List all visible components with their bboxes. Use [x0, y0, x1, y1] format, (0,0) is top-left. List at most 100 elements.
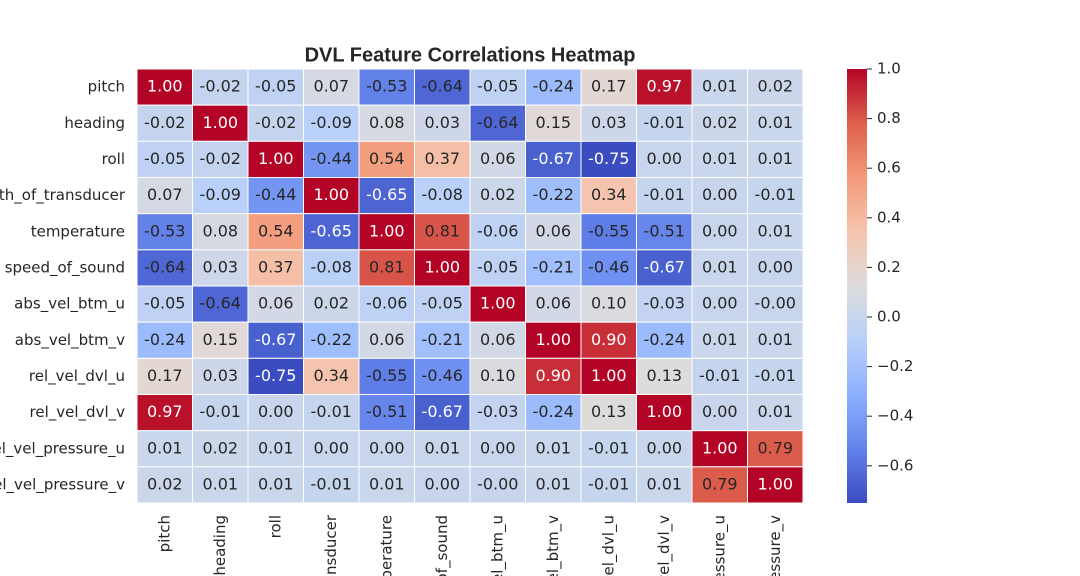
cell-label: 0.00	[702, 294, 738, 313]
heatmap-cell	[414, 68, 471, 106]
cell-label: 0.07	[313, 77, 349, 96]
cell-label: -0.05	[144, 294, 185, 313]
heatmap-cell	[580, 430, 637, 468]
cell-label: -0.21	[422, 330, 463, 349]
cell-label: -0.64	[144, 257, 185, 276]
cell-label: -0.05	[477, 77, 518, 96]
heatmap-cell	[414, 249, 471, 287]
heatmap-cell	[192, 466, 249, 504]
heatmap-cell	[469, 430, 526, 468]
cell-label: 0.00	[757, 257, 793, 276]
cell-label: 0.97	[147, 402, 183, 421]
heatmap-cell	[691, 466, 748, 504]
cell-label: 1.00	[591, 366, 627, 385]
cell-label: -0.00	[477, 474, 518, 493]
cell-label: 0.06	[535, 294, 571, 313]
heatmap-cell	[192, 394, 249, 432]
cell-label: 0.03	[202, 366, 238, 385]
colorbar-tick-label: −0.6	[877, 456, 913, 474]
heatmap-cell	[469, 177, 526, 215]
heatmap-cell	[747, 394, 804, 432]
cell-label: 0.10	[480, 366, 516, 385]
cell-label: 0.02	[480, 185, 516, 204]
cell-label: 0.17	[591, 77, 627, 96]
heatmap-cell	[691, 104, 748, 142]
cell-label: 1.00	[702, 438, 738, 457]
cell-label: 0.02	[313, 294, 349, 313]
cell-label: -0.64	[200, 294, 241, 313]
cell-label: 0.03	[424, 113, 460, 132]
cell-label: 1.00	[258, 149, 294, 168]
colorbar-tick-label: 1.0	[877, 60, 901, 78]
x-tick-label: rel_vel_dvl_u	[599, 515, 618, 576]
x-tick-label: pitch	[155, 515, 173, 552]
heatmap-cell	[414, 213, 471, 251]
x-tick-label: speed_of_sound	[433, 515, 452, 576]
cell-label: 0.00	[702, 185, 738, 204]
cell-label: 0.01	[702, 330, 738, 349]
heatmap-cell	[358, 321, 415, 359]
heatmap-cell	[747, 249, 804, 287]
heatmap-cell	[691, 430, 748, 468]
cell-label: 0.02	[702, 113, 738, 132]
heatmap-cell	[469, 213, 526, 251]
heatmap-cell	[358, 104, 415, 142]
heatmap-cell	[469, 321, 526, 359]
heatmap-cell	[747, 430, 804, 468]
cell-label: -0.67	[533, 149, 574, 168]
heatmap-cell	[747, 321, 804, 359]
colorbar	[847, 69, 867, 503]
cell-label: 0.08	[202, 221, 238, 240]
heatmap-cell	[636, 68, 693, 106]
cell-label: -0.44	[311, 149, 352, 168]
cell-label: 0.06	[369, 330, 405, 349]
cell-label: 0.81	[424, 221, 460, 240]
y-tick-label: depth_of_transducer	[0, 186, 126, 205]
heatmap-cell	[303, 321, 360, 359]
x-tick-label: rel_vel_pressure_v	[766, 515, 785, 576]
heatmap-cell	[136, 249, 193, 287]
cell-label: -0.46	[588, 257, 629, 276]
heatmap-cell	[247, 140, 304, 178]
y-tick-label: roll	[102, 150, 125, 168]
heatmap-cell	[414, 285, 471, 323]
cell-label: -0.64	[477, 113, 518, 132]
cell-label: -0.24	[644, 330, 685, 349]
cell-label: -0.02	[200, 77, 241, 96]
cell-label: 0.01	[535, 474, 571, 493]
cell-label: -0.67	[255, 330, 296, 349]
heatmap-cell	[247, 321, 304, 359]
cell-label: 0.34	[591, 185, 627, 204]
cell-label: -0.55	[366, 366, 407, 385]
cell-label: 0.00	[424, 474, 460, 493]
cell-label: 0.03	[591, 113, 627, 132]
heatmap-cell	[580, 249, 637, 287]
heatmap-cell	[414, 104, 471, 142]
cell-label: 1.00	[147, 77, 183, 96]
y-tick-label: rel_vel_dvl_v	[30, 403, 126, 422]
cell-label: -0.01	[311, 474, 352, 493]
cell-label: -0.21	[533, 257, 574, 276]
cell-label: -0.64	[422, 77, 463, 96]
cell-label: -0.67	[422, 402, 463, 421]
cell-label: 0.08	[369, 113, 405, 132]
cell-label: 0.17	[147, 366, 183, 385]
heatmap-cell	[358, 394, 415, 432]
cell-label: -0.06	[477, 221, 518, 240]
cell-label: -0.02	[255, 113, 296, 132]
cell-label: -0.65	[366, 185, 407, 204]
cell-label: -0.09	[311, 113, 352, 132]
y-tick-label: pitch	[88, 78, 125, 96]
y-tick-label: rel_vel_pressure_u	[0, 439, 125, 458]
cell-label: 0.00	[258, 402, 294, 421]
cell-label: 0.37	[258, 257, 294, 276]
heatmap-cell	[192, 104, 249, 142]
cell-label: -0.24	[533, 77, 574, 96]
heatmap-cell	[247, 357, 304, 396]
cell-label: 0.79	[702, 474, 738, 493]
heatmap-cell	[691, 213, 748, 251]
x-tick-label: temperature	[377, 515, 395, 576]
heatmap-cell	[303, 140, 360, 178]
cell-label: 0.01	[535, 438, 571, 457]
heatmap-cell	[525, 68, 582, 106]
